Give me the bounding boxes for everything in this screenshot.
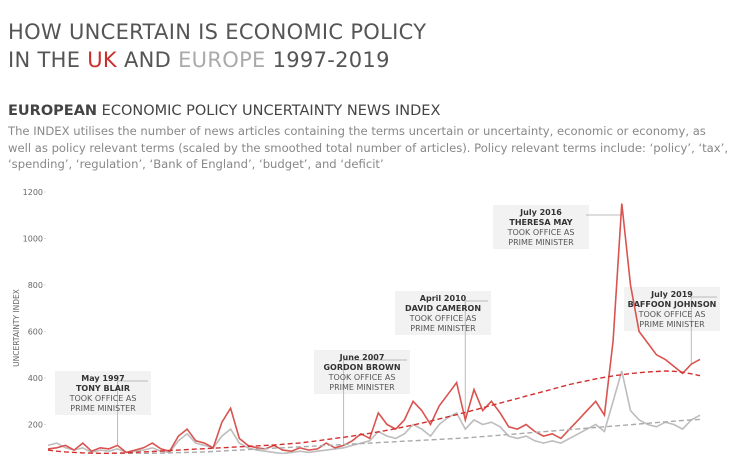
- series-line: [47, 203, 701, 454]
- annotation-text: TOOK OFFICE AS: [409, 314, 477, 323]
- annotation-text: PRIME MINISTER: [410, 324, 476, 333]
- title-part: IN THE: [8, 48, 88, 72]
- annotation-text: TOOK OFFICE AS: [638, 310, 706, 319]
- annotation-name: BAFFOON JOHNSON: [628, 300, 717, 309]
- subtitle-rest: ECONOMIC POLICY UNCERTAINTY NEWS INDEX: [97, 103, 441, 119]
- trend-line: [48, 418, 701, 454]
- annotation-text: PRIME MINISTER: [70, 404, 136, 413]
- annotation-text: PRIME MINISTER: [508, 238, 574, 247]
- annotation-date: July 2016: [519, 208, 562, 217]
- annotation-text: PRIME MINISTER: [329, 383, 395, 392]
- series-line: [47, 370, 701, 454]
- annotation-text: TOOK OFFICE AS: [328, 373, 396, 382]
- title-part: 1997-2019: [265, 48, 390, 72]
- y-tick-label: 1200: [23, 188, 43, 197]
- annotation-box: [314, 350, 410, 394]
- annotation-text: TOOK OFFICE AS: [69, 394, 137, 403]
- annotation-box: [55, 371, 151, 415]
- y-tick-label: 200: [28, 421, 43, 430]
- annotation-name: THERESA MAY: [509, 218, 572, 227]
- annotation-box: [493, 205, 589, 249]
- title-part: UK: [87, 48, 117, 72]
- title-part: HOW UNCERTAIN IS ECONOMIC POLICY: [8, 20, 427, 44]
- title-line-2: IN THE UK AND EUROPE 1997-2019: [8, 48, 390, 72]
- subtitle-bold: EUROPEAN: [8, 103, 98, 119]
- title-part: AND: [117, 48, 179, 72]
- annotation-date: June 2007: [339, 353, 385, 362]
- annotation-text: PRIME MINISTER: [639, 320, 705, 329]
- annotation-date: May 1997: [81, 374, 124, 383]
- annotation-date: April 2010: [420, 294, 467, 303]
- y-tick-label: 600: [28, 328, 43, 337]
- trend-line: [47, 370, 701, 454]
- y-tick-label: 400: [28, 374, 43, 383]
- y-tick-label: 800: [28, 281, 43, 290]
- annotation-date: July 2019: [650, 290, 693, 299]
- description: The INDEX utilises the number of news ar…: [8, 124, 729, 171]
- annotation-box: [395, 291, 491, 335]
- subtitle: EUROPEAN ECONOMIC POLICY UNCERTAINTY NEW…: [8, 103, 440, 119]
- title-line-1: HOW UNCERTAIN IS ECONOMIC POLICY: [8, 20, 426, 44]
- y-axis-label: UNCERTAINTY INDEX: [12, 289, 21, 367]
- y-tick-label: 1000: [23, 235, 43, 244]
- annotation-name: TONY BLAIR: [76, 384, 130, 393]
- annotation-box: [624, 287, 720, 331]
- title-part: EUROPE: [178, 48, 266, 72]
- annotation-name: DAVID CAMERON: [405, 304, 481, 313]
- annotation-name: GORDON BROWN: [323, 363, 400, 372]
- annotation-text: TOOK OFFICE AS: [507, 228, 575, 237]
